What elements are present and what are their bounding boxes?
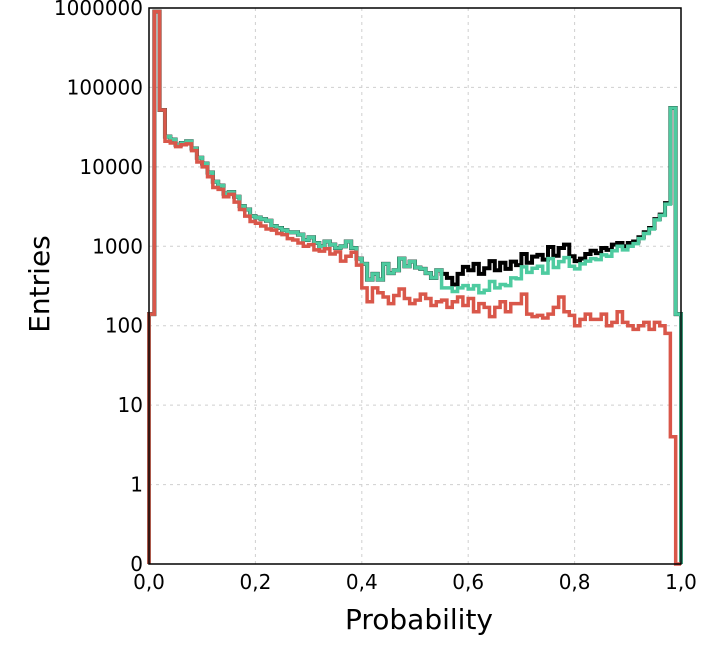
x-tick-label: 0,8 — [559, 570, 591, 594]
y-tick-label: 0 — [130, 552, 143, 576]
y-tick-label: 10000 — [79, 155, 143, 179]
y-tick-label: 1 — [130, 473, 143, 497]
grid-lines — [148, 7, 682, 565]
series-group — [147, 9, 683, 566]
y-tick-label: 1000 — [92, 234, 143, 258]
y-tick-label: 100 — [105, 314, 143, 338]
series-3-step-line — [147, 9, 681, 566]
x-tick-label: 0,0 — [133, 570, 165, 594]
series-1-step-line — [147, 9, 683, 564]
plot-frame — [148, 7, 682, 565]
x-axis-title: Probability — [345, 603, 493, 636]
y-tick-label: 100000 — [67, 75, 143, 99]
series-2-step-line — [147, 9, 683, 564]
y-tick-label: 1000000 — [54, 0, 143, 20]
x-tick-label: 0,2 — [239, 570, 271, 594]
y-tick-label: 10 — [118, 393, 143, 417]
x-tick-label: 0,6 — [452, 570, 484, 594]
x-tick-label: 1,0 — [665, 570, 697, 594]
y-axis-title: Entries — [23, 235, 56, 333]
x-tick-label: 0,4 — [346, 570, 378, 594]
tick-labels: 0,0 0,2 0,4 0,6 0,8 1,0 0 1 10 100 1000 10000 100000… — [54, 0, 697, 594]
